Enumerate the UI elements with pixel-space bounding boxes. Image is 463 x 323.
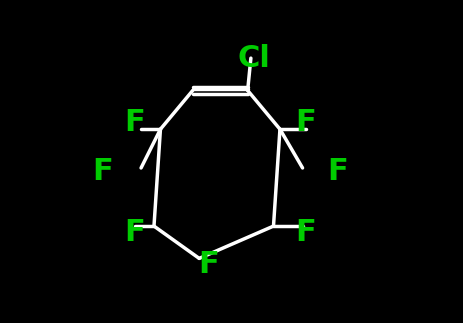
Text: F: F — [328, 157, 349, 186]
Text: F: F — [295, 218, 316, 247]
Text: F: F — [92, 157, 113, 186]
Text: F: F — [124, 218, 145, 247]
Text: Cl: Cl — [238, 44, 270, 73]
Text: F: F — [199, 250, 219, 279]
Text: F: F — [124, 108, 145, 137]
Text: F: F — [295, 108, 316, 137]
